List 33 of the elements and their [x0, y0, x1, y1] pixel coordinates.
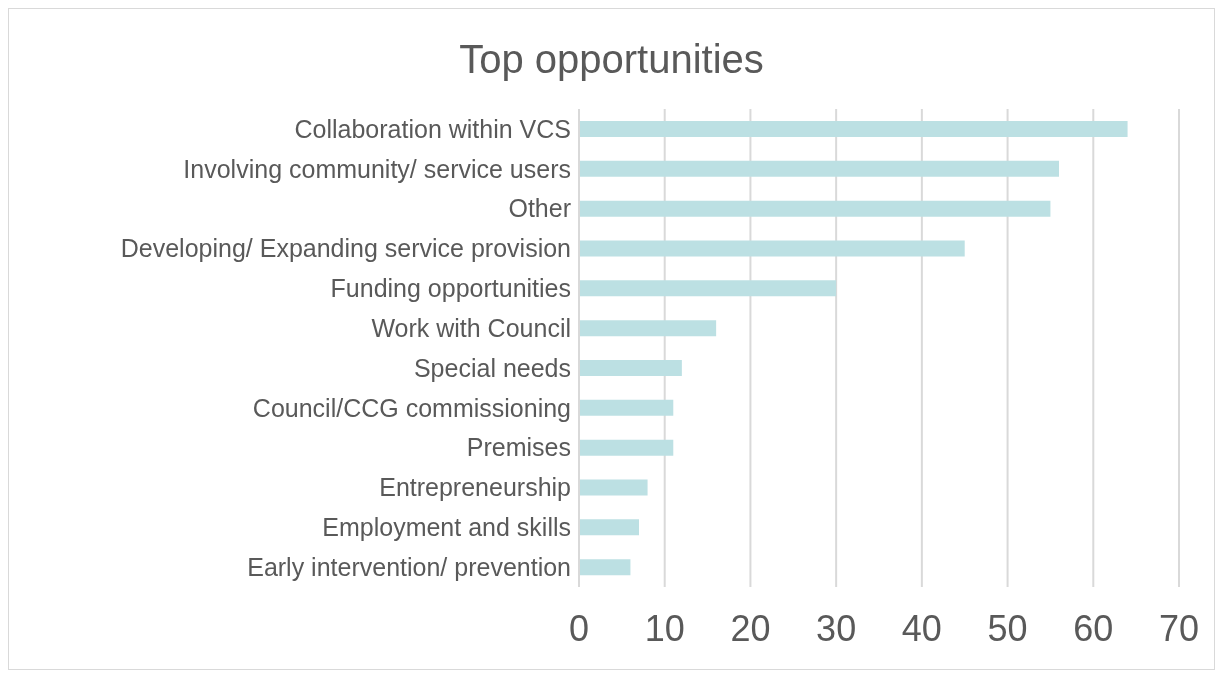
y-tick-label: Collaboration within VCS — [294, 114, 571, 143]
bar — [579, 240, 965, 257]
y-tick-label: Funding opportunities — [330, 274, 571, 303]
y-tick-label: Council/CCG commissioning — [252, 393, 571, 422]
y-tick-label: Developing/ Expanding service provision — [120, 234, 571, 263]
bar — [579, 280, 837, 297]
chart-title: Top opportunities — [458, 37, 765, 83]
x-tick-label: 70 — [1158, 607, 1200, 649]
y-tick-label: Work with Council — [371, 313, 571, 342]
y-tick-label: Early intervention/ prevention — [247, 552, 571, 581]
y-tick-label: Premises — [466, 433, 571, 462]
bar — [579, 479, 648, 496]
x-tick-label: 20 — [730, 607, 771, 649]
bar — [579, 559, 631, 576]
bar — [579, 399, 674, 416]
y-tick-label: Employment and skills — [322, 513, 571, 542]
bar — [579, 160, 1059, 177]
x-tick-label: 0 — [568, 607, 590, 649]
x-tick-label: 40 — [901, 607, 942, 649]
bar — [579, 200, 1051, 217]
x-tick-label: 60 — [1073, 607, 1114, 649]
bar — [579, 519, 639, 536]
y-tick-label: Other — [508, 194, 571, 223]
x-tick-label: 30 — [816, 607, 857, 649]
bar — [579, 360, 682, 376]
y-tick-label: Involving community/ service users — [183, 154, 571, 183]
x-tick-label: 10 — [644, 607, 685, 649]
y-tick-label: Entrepreneurship — [379, 473, 571, 502]
bar — [579, 320, 717, 337]
x-tick-label: 50 — [987, 607, 1028, 649]
y-tick-label: Special needs — [413, 353, 571, 382]
bar — [579, 439, 674, 456]
bar — [579, 121, 1128, 137]
